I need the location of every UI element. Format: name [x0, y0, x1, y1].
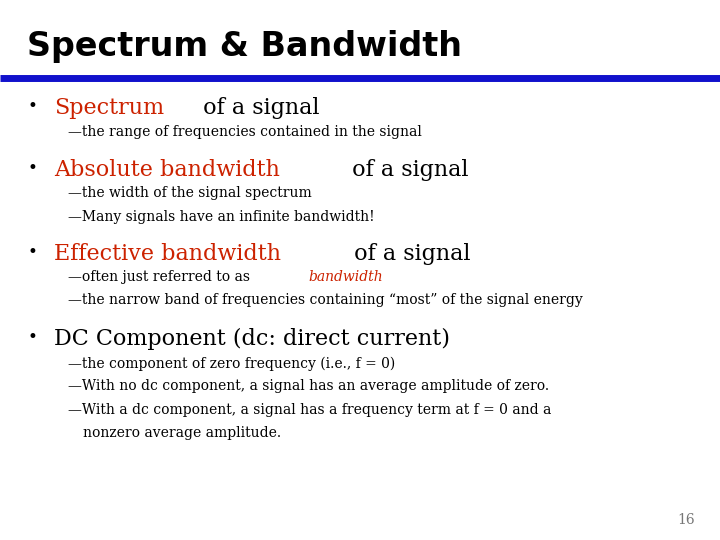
Text: •: • — [27, 159, 37, 177]
Text: of a signal: of a signal — [347, 243, 470, 265]
Text: •: • — [27, 97, 37, 115]
Text: of a signal: of a signal — [346, 159, 469, 181]
Text: —the width of the signal spectrum: —the width of the signal spectrum — [68, 186, 312, 200]
Text: nonzero average amplitude.: nonzero average amplitude. — [83, 426, 281, 440]
Text: —With a dc component, a signal has a frequency term at f = 0 and a: —With a dc component, a signal has a fre… — [68, 403, 552, 417]
Text: 16: 16 — [678, 512, 695, 526]
Text: bandwidth: bandwidth — [309, 270, 384, 284]
Text: —Many signals have an infinite bandwidth!: —Many signals have an infinite bandwidth… — [68, 210, 375, 224]
Text: Spectrum: Spectrum — [54, 97, 164, 119]
Text: —often just referred to as: —often just referred to as — [68, 270, 255, 284]
Text: Absolute bandwidth: Absolute bandwidth — [54, 159, 280, 181]
Text: •: • — [27, 328, 37, 346]
Text: —With no dc component, a signal has an average amplitude of zero.: —With no dc component, a signal has an a… — [68, 379, 549, 393]
Text: —the component of zero frequency (i.e., f = 0): —the component of zero frequency (i.e., … — [68, 356, 396, 371]
Text: Spectrum & Bandwidth: Spectrum & Bandwidth — [27, 30, 462, 63]
Text: DC Component (dc: direct current): DC Component (dc: direct current) — [54, 328, 450, 350]
Text: of a signal: of a signal — [196, 97, 320, 119]
Text: —the narrow band of frequencies containing “most” of the signal energy: —the narrow band of frequencies containi… — [68, 293, 583, 307]
Text: •: • — [27, 243, 37, 261]
Text: —the range of frequencies contained in the signal: —the range of frequencies contained in t… — [68, 125, 422, 139]
Text: Effective bandwidth: Effective bandwidth — [54, 243, 281, 265]
